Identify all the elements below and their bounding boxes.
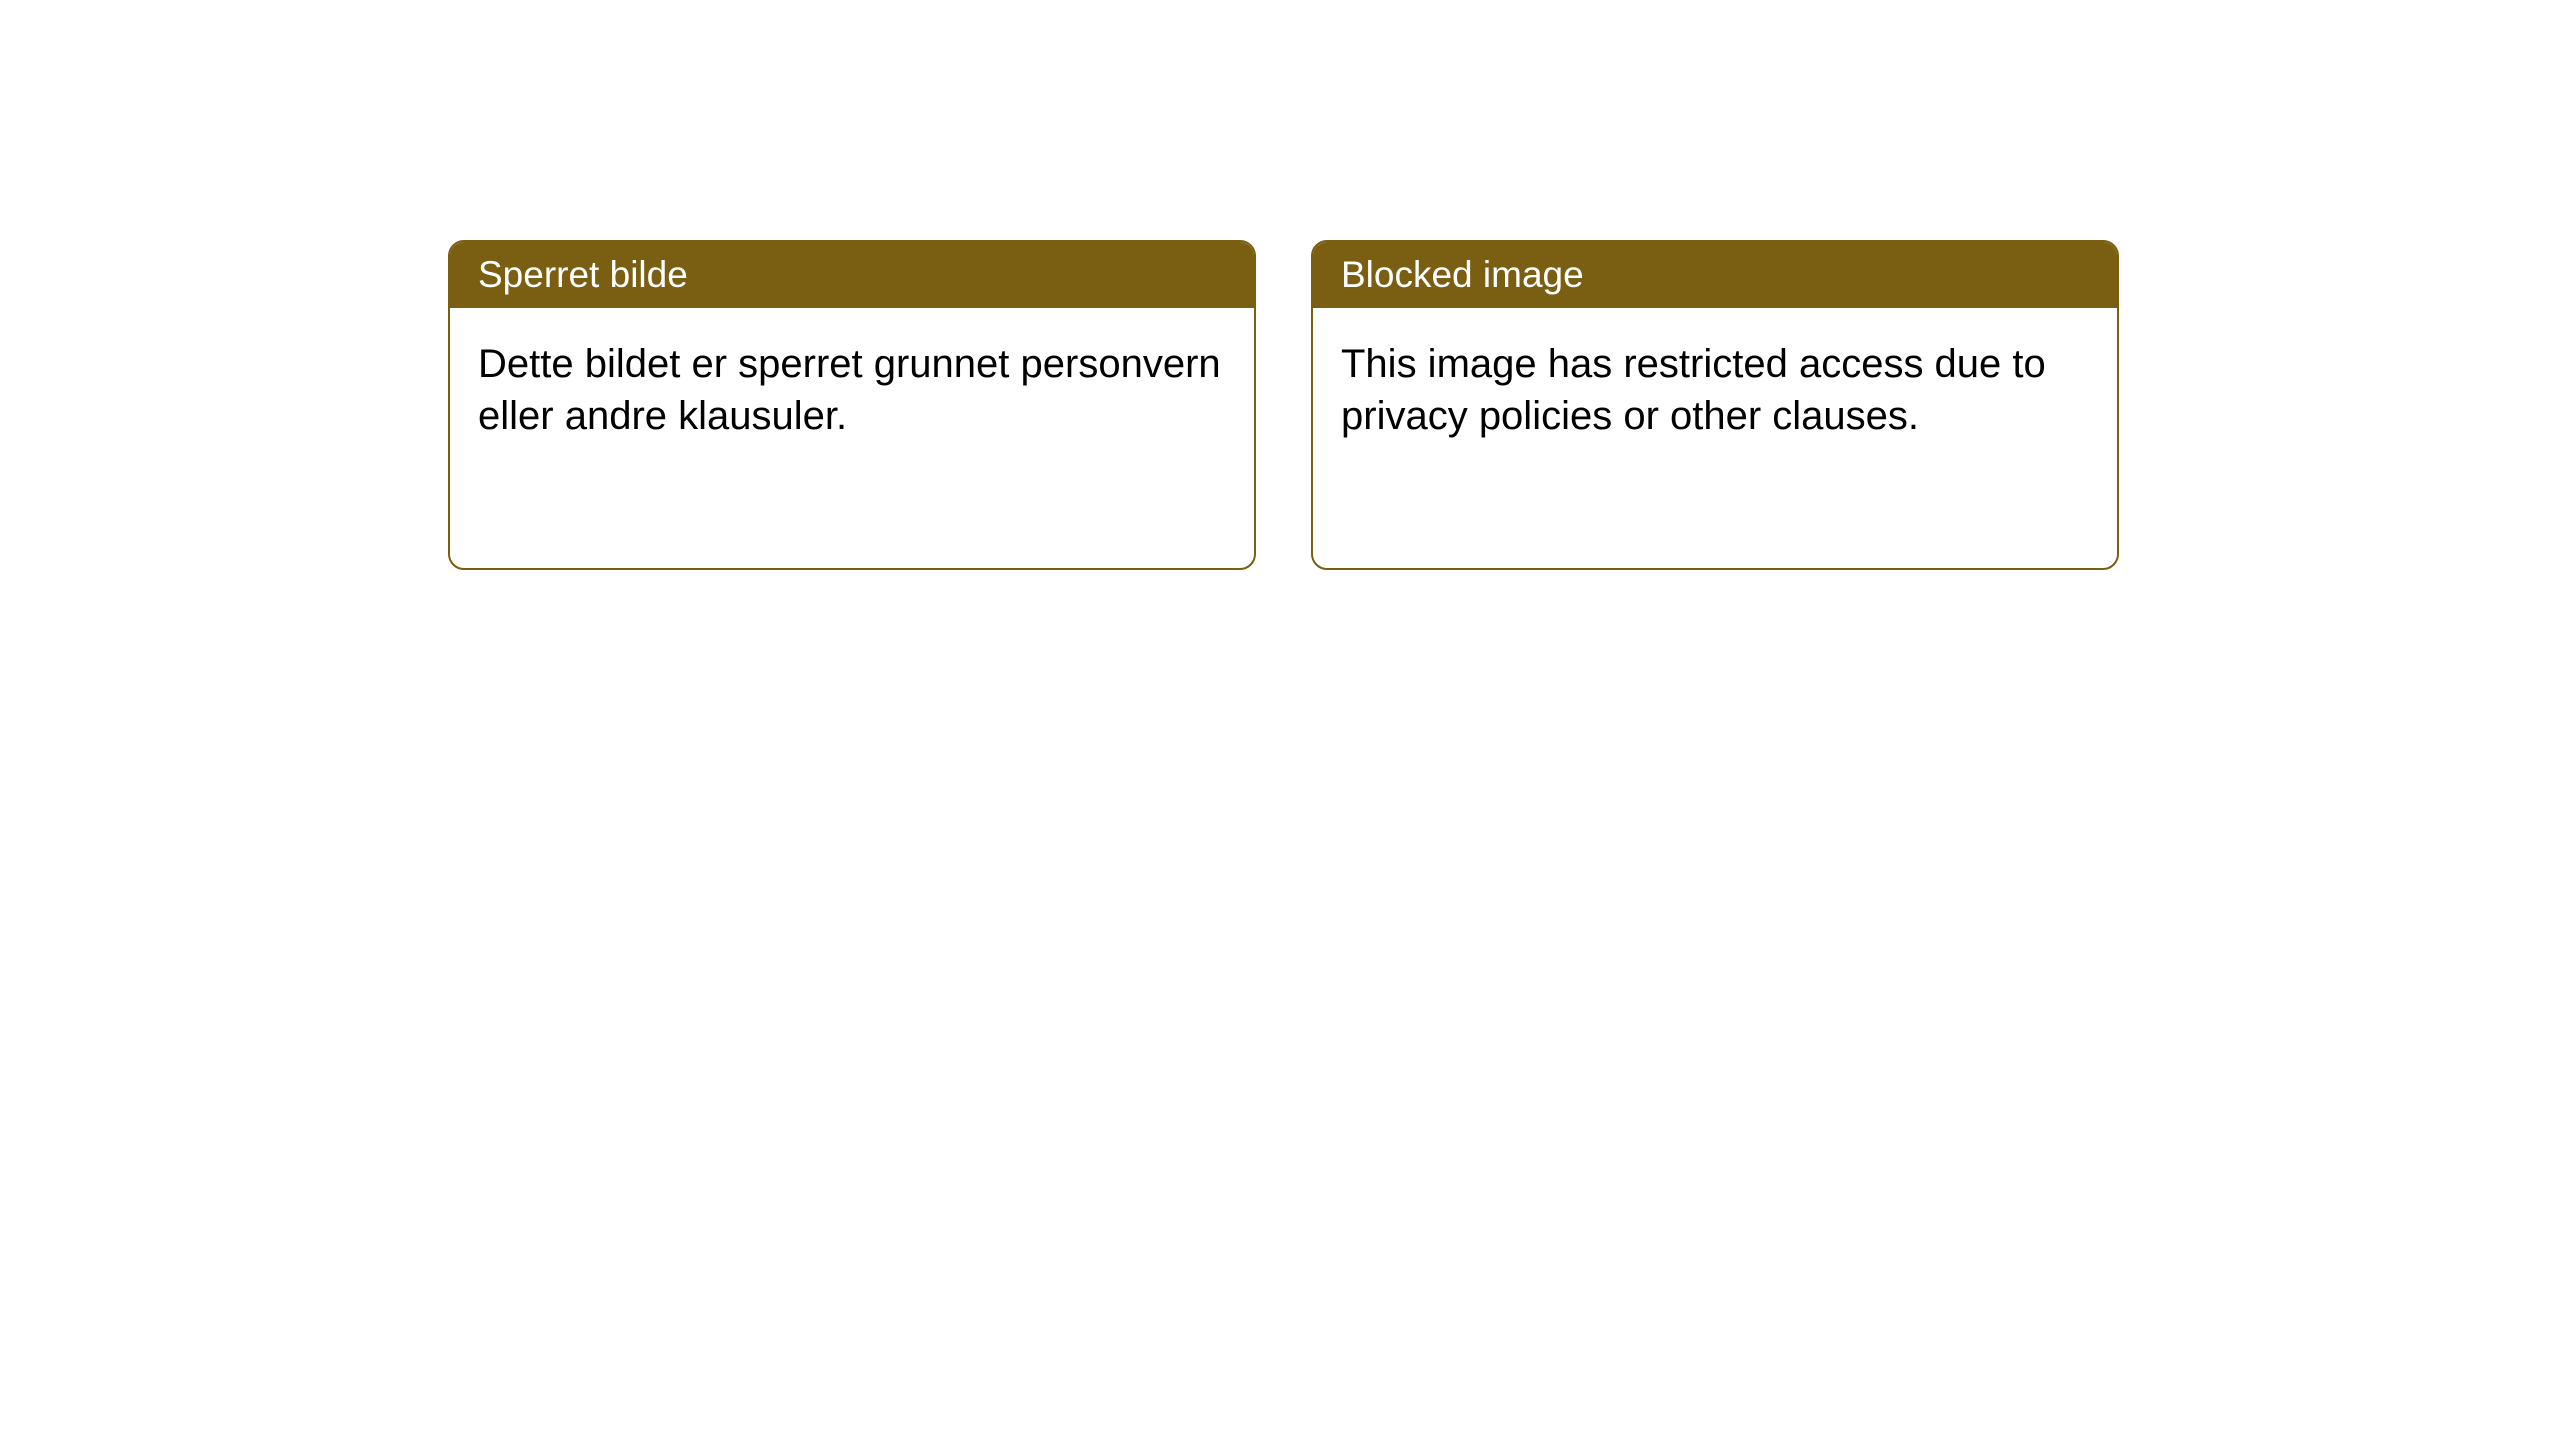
- blocked-image-notices: Sperret bilde Dette bildet er sperret gr…: [448, 240, 2119, 570]
- notice-card-english: Blocked image This image has restricted …: [1311, 240, 2119, 570]
- notice-header-norwegian: Sperret bilde: [450, 242, 1254, 308]
- notice-card-norwegian: Sperret bilde Dette bildet er sperret gr…: [448, 240, 1256, 570]
- notice-header-english: Blocked image: [1313, 242, 2117, 308]
- notice-body-english: This image has restricted access due to …: [1313, 308, 2117, 568]
- notice-body-norwegian: Dette bildet er sperret grunnet personve…: [450, 308, 1254, 568]
